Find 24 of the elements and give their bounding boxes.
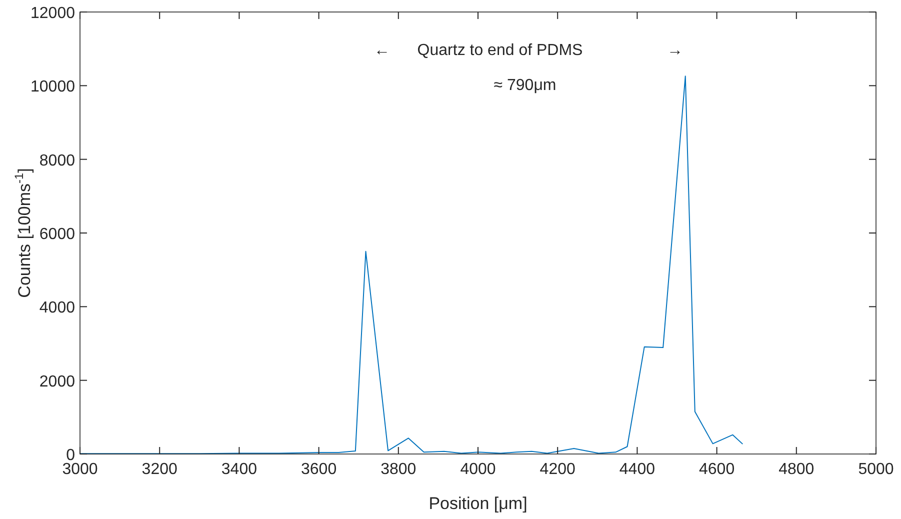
x-tick-label: 3400 (221, 461, 258, 478)
y-tick-label: 12000 (30, 5, 76, 22)
x-tick-label: 3000 (62, 461, 98, 478)
annotation: Quartz to end of PDMS (417, 42, 583, 59)
y-tick-label: 6000 (39, 226, 76, 243)
x-tick-label: 4000 (460, 461, 496, 478)
x-tick-label: 5000 (858, 461, 894, 478)
y-tick-label: 0 (66, 447, 76, 464)
y-tick-label: 8000 (39, 152, 76, 170)
annotation: ≈ 790μm (494, 77, 556, 94)
x-tick-label: 4200 (540, 461, 576, 478)
y-tick-label: 10000 (30, 78, 76, 96)
x-tick-label: 3600 (301, 461, 337, 478)
x-tick-label: 3800 (380, 461, 416, 478)
y-tick-label: 4000 (39, 300, 76, 317)
x-tick-label: 4400 (619, 461, 656, 478)
annotation: → (667, 42, 683, 59)
x-tick-label: 4800 (778, 461, 814, 478)
line-series (80, 76, 744, 454)
x-tick-label: 3200 (142, 461, 178, 478)
x-tick-label: 4600 (699, 461, 735, 478)
x-axis-title: Position [μm] (428, 494, 528, 513)
y-tick-label: 2000 (39, 373, 76, 390)
annotation: ← (374, 42, 390, 59)
